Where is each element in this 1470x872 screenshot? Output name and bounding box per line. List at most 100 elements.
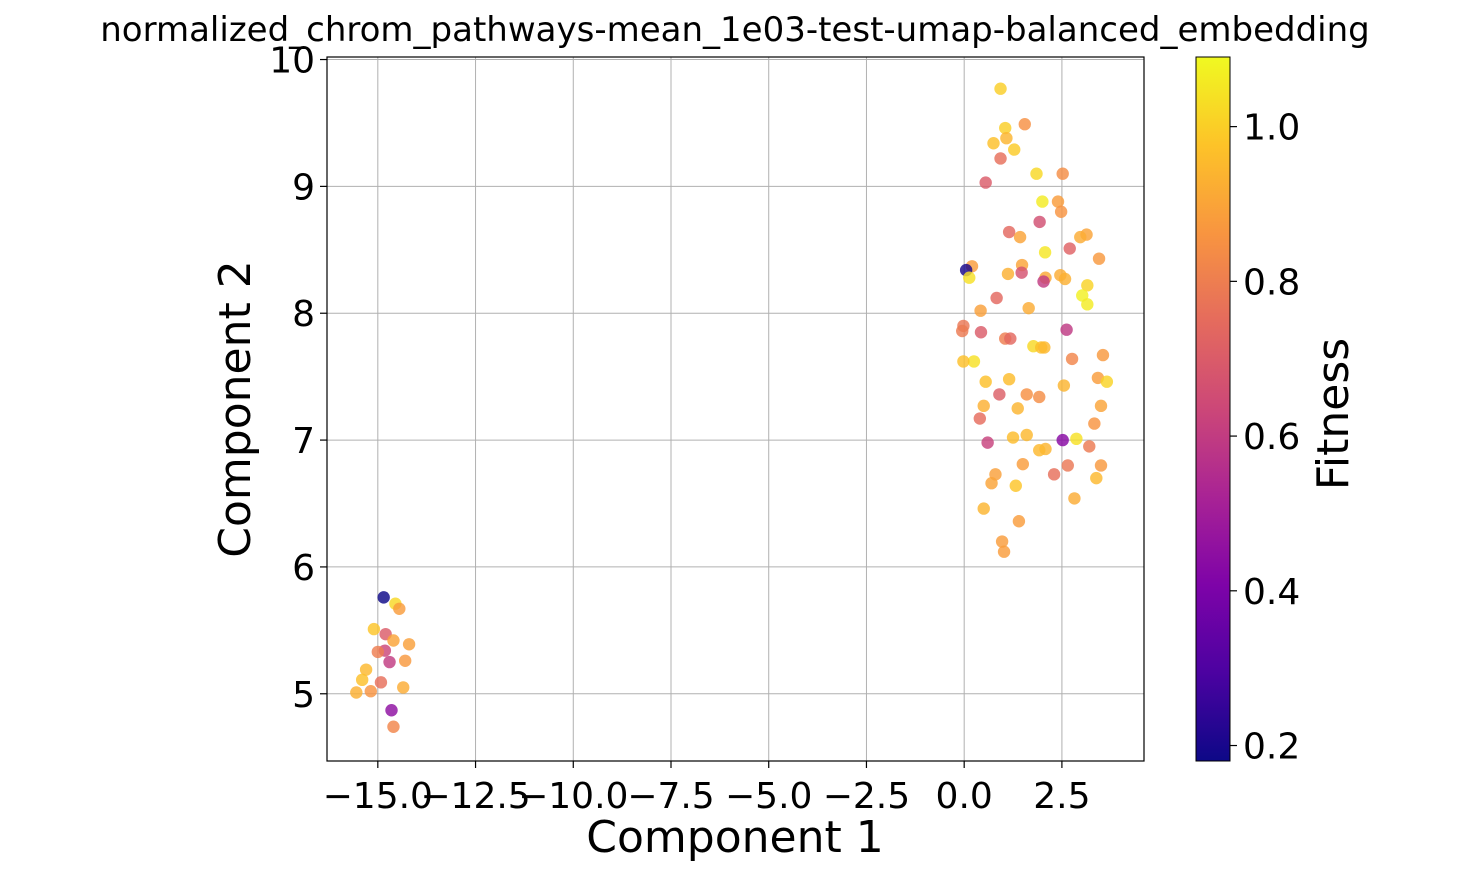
scatter-point <box>1013 230 1027 244</box>
scatter-point <box>1081 279 1094 292</box>
scatter-point <box>957 355 970 368</box>
scatter-point <box>1074 230 1087 244</box>
colorbar <box>1195 56 1231 762</box>
x-tick-label: −2.5 <box>823 776 910 817</box>
scatter-point <box>1088 417 1101 430</box>
y-tick-label: 8 <box>292 294 315 335</box>
scatter-point <box>364 685 377 698</box>
scatter-point <box>1051 195 1065 208</box>
colorbar-tick-label: 0.8 <box>1243 262 1300 303</box>
scatter-point <box>974 326 988 339</box>
y-axis-label: Component 2 <box>210 260 261 557</box>
colorbar-tick-label: 0.2 <box>1243 727 1300 768</box>
scatter-point <box>1004 332 1017 345</box>
scatter-point <box>397 681 410 694</box>
scatter-point <box>1015 266 1028 279</box>
x-tick-label: −15.0 <box>323 776 433 817</box>
scatter-point <box>1008 143 1021 156</box>
x-tick-label: −12.5 <box>420 776 530 817</box>
x-tick-label: −5.0 <box>725 776 812 817</box>
scatter-point <box>374 676 388 689</box>
scatter-point <box>1001 267 1015 281</box>
scatter-point <box>1057 379 1071 392</box>
scatter-point <box>974 304 987 317</box>
scatter-point <box>1060 323 1073 336</box>
scatter-point <box>1094 459 1108 472</box>
colorbar-ticks: 0.2 0.4 0.6 0.8 1.0 <box>1230 108 1300 768</box>
scatter-point <box>355 673 369 687</box>
scatter-point <box>1100 375 1114 388</box>
scatter-point <box>383 655 396 669</box>
scatter-point <box>1038 341 1051 354</box>
scatter-point <box>1096 348 1110 362</box>
y-tick-label: 6 <box>292 548 315 589</box>
scatter-point <box>367 622 381 636</box>
scatter-point <box>977 502 990 515</box>
scatter-point <box>1061 459 1074 472</box>
scatter-point <box>371 645 385 659</box>
scatter-point <box>994 152 1007 165</box>
scatter-point <box>1047 468 1061 481</box>
scatter-point <box>387 634 400 647</box>
scatter-point <box>994 82 1007 95</box>
scatter-point <box>1006 431 1020 444</box>
scatter-point <box>1030 167 1043 180</box>
y-tick-label: 9 <box>292 167 315 208</box>
scatter-point <box>1022 301 1035 315</box>
scatter-point <box>1058 272 1072 286</box>
scatter-point <box>1000 131 1013 145</box>
scatter-point <box>973 412 987 425</box>
scatter-point <box>1036 195 1049 208</box>
plot-frame <box>326 56 1145 762</box>
scatter-point <box>1068 492 1081 505</box>
scatter-point <box>1002 225 1016 239</box>
scatter-point <box>1081 298 1094 311</box>
scatter-point <box>1020 428 1033 442</box>
scatter-point <box>1012 515 1026 528</box>
x-tick-label: −7.5 <box>627 776 714 817</box>
colorbar-tick-label: 1.0 <box>1243 108 1300 149</box>
scatter-point <box>1011 402 1024 415</box>
scatter-point <box>385 704 398 717</box>
chart-title: normalized_chrom_pathways-mean_1e03-test… <box>100 10 1370 50</box>
scatter-point <box>393 602 406 615</box>
y-tick-label: 5 <box>292 675 315 716</box>
scatter-point <box>990 291 1003 305</box>
scatter-point <box>956 324 969 338</box>
data-points <box>350 82 1114 733</box>
scatter-point <box>402 638 416 651</box>
y-axis-ticks: 5 6 7 8 9 10 <box>269 41 327 716</box>
scatter-point <box>350 686 363 699</box>
x-tick-label: −10.0 <box>518 776 628 817</box>
scatter-point <box>1033 215 1046 229</box>
scatter-point <box>999 121 1012 135</box>
scatter-point <box>1020 388 1033 401</box>
scatter-point <box>1016 457 1030 471</box>
scatter-point <box>1002 372 1016 386</box>
x-axis-ticks: −15.0−12.5−10.0−7.5 −5.0 −2.5 0.0 2.5 <box>323 761 1091 817</box>
scatter-point <box>387 720 400 733</box>
scatter-point <box>1056 433 1069 447</box>
scatter-point <box>963 271 976 284</box>
scatter-point <box>377 591 390 604</box>
scatter-point <box>359 663 373 676</box>
scatter-point <box>1092 252 1106 265</box>
scatter-point <box>1018 118 1031 131</box>
colorbar-tick-label: 0.4 <box>1243 572 1300 613</box>
scatter-point <box>993 388 1006 401</box>
scatter-point <box>1094 399 1108 413</box>
scatter-point <box>979 375 992 388</box>
scatter-point <box>1033 390 1046 404</box>
scatter-point <box>1037 275 1050 288</box>
scatter-point <box>398 654 412 667</box>
colorbar-tick-label: 0.6 <box>1243 417 1300 458</box>
x-axis-label: Component 1 <box>586 812 883 863</box>
scatter-point <box>1054 205 1068 218</box>
scatter-point <box>1056 167 1069 180</box>
scatter-point <box>1033 444 1046 457</box>
x-tick-label: 0.0 <box>936 776 993 817</box>
x-tick-label: 2.5 <box>1033 776 1090 817</box>
scatter-point <box>987 137 1000 150</box>
colorbar-label: Fitness <box>1308 338 1359 490</box>
